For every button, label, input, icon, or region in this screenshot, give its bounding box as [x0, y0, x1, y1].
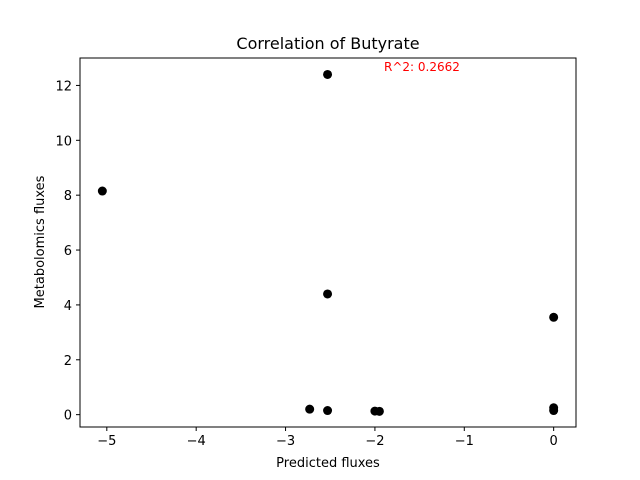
y-tick-label: 10 — [55, 134, 72, 149]
plot-frame — [79, 57, 577, 428]
data-point-9 — [549, 406, 559, 416]
data-point-7 — [549, 312, 559, 322]
y-tick-label: 0 — [64, 409, 72, 424]
data-point-6 — [374, 406, 384, 416]
chart-title: Correlation of Butyrate — [236, 34, 419, 53]
y-axis-label: Metabolomics fluxes — [33, 175, 48, 308]
data-point-3 — [305, 404, 315, 414]
y-tick-label: 6 — [64, 244, 72, 259]
x-tick-label: 0 — [550, 434, 558, 449]
x-tick-label: −3 — [276, 434, 295, 449]
x-tick-label: −1 — [455, 434, 474, 449]
y-tick-label: 8 — [64, 189, 72, 204]
points-layer — [97, 69, 559, 416]
x-tick-label: −2 — [365, 434, 384, 449]
data-point-4 — [323, 406, 333, 416]
x-axis-label: Predicted fluxes — [276, 456, 380, 471]
r-squared-annotation: R^2: 0.2662 — [384, 60, 460, 74]
y-axis-ticks: 0 2 4 6 8 10 12 — [55, 79, 80, 424]
x-tick-label: −5 — [97, 434, 116, 449]
y-tick-label: 12 — [55, 79, 72, 94]
data-point-0 — [97, 186, 107, 196]
y-tick-label: 4 — [64, 299, 72, 314]
x-tick-label: −4 — [187, 434, 206, 449]
data-point-1 — [323, 69, 333, 79]
data-point-2 — [323, 289, 333, 299]
y-tick-label: 2 — [64, 354, 72, 369]
x-axis-ticks: −5 −4 −3 −2 −1 0 — [97, 427, 558, 449]
